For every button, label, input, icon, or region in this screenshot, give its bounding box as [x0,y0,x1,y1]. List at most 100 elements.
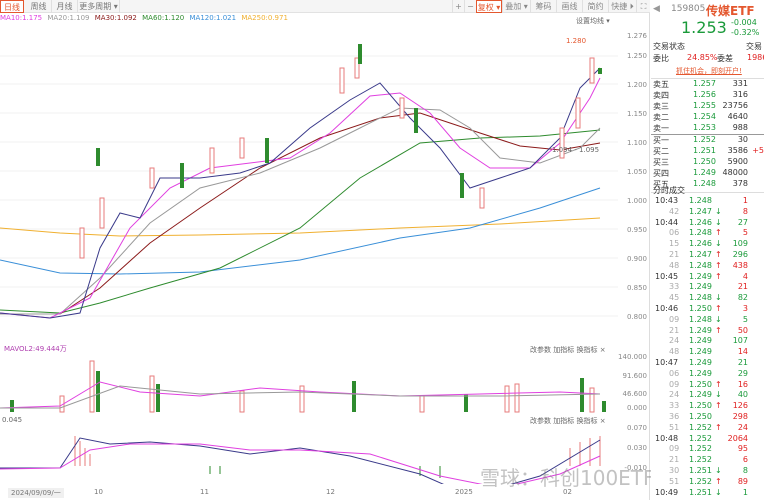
add-indicator-button[interactable]: 加指标 [553,417,575,425]
tick-row: 51 1.252 ↑ 24 [669,422,748,432]
draw-button[interactable]: 画线 [556,0,582,13]
price-axis: 1.276 1.250 1.200 1.150 1.100 1.050 1.00… [618,28,650,338]
chip-button[interactable]: 筹码 [530,0,556,13]
x-label: 11 [200,488,209,496]
wb-value: 24.85% [687,53,718,62]
y-tick: 1.276 [626,32,647,40]
set-ma-dropdown[interactable]: 设置均线 ▾ [576,17,610,25]
last-price: 1.253 [681,18,727,37]
stock-code: 159805 [671,4,706,14]
y-tick: 0.850 [626,284,647,292]
ask-row: 卖二 1.254 4640 [653,112,748,122]
tick-row: 10:45 1.249 ↑ 4 [655,271,748,281]
bid-row: 买一 1.252 30 [653,135,748,145]
edit-params-button[interactable]: 改参数 [530,417,551,425]
tick-row: 24 1.249 107 [669,336,748,346]
y-tick: 46.600 [622,390,648,398]
bid-row: 买二 1.251 3586 +5 [653,146,764,156]
x-label: 2025 [455,488,473,496]
tick-row: 21 1.247 ↑ 296 [669,250,748,259]
tick-row: 06 1.248 ↑ 5 [669,228,748,238]
tick-row: 48 1.248 ↑ 438 [669,260,748,270]
switch-indicator-button[interactable]: 换指标 [576,346,598,354]
tick-row: 24 1.249 ↓ 40 [669,390,748,400]
bid-row: 买三 1.250 5900 [653,157,748,167]
tab-daily[interactable]: 日线 [0,0,24,13]
tick-row: 21 1.249 ↑ 50 [669,325,748,335]
low-marker: 1.094 - 1.095 [552,146,599,154]
tick-row: 10:44 1.246 ↓ 27 [655,217,748,227]
bid-row: 买四 1.249 48000 [653,168,748,178]
ma30-label: MA30:1.092 [94,14,137,22]
tick-row: 10:49 1.251 ↓ 1 [655,487,748,497]
switch-indicator-button[interactable]: 换指标 [576,417,598,425]
tick-row: 10:43 1.248 1 [655,196,748,205]
ma60-label: MA60:1.120 [142,14,185,22]
volume-axis: 140.000 91.600 46.600 0.000 [618,350,650,412]
zoom-in-button[interactable]: + [452,0,464,13]
volume-chart [0,360,606,413]
macd-legend: 0.045 [2,416,23,424]
promo-link[interactable]: 抓住机会，即刻开户! [676,67,742,75]
status-label-2: 交易 [746,42,762,51]
add-indicator-button[interactable]: 加指标 [553,346,575,354]
wb-label: 委比 [653,54,669,63]
tick-row: 15 1.246 ↓ 109 [669,239,748,249]
back-icon[interactable]: ◀ [653,4,660,14]
shortcut-button[interactable]: 快捷 ⏵ [608,0,636,13]
tick-row: 10:48 1.252 2064 [655,433,748,443]
tick-row: 09 1.248 ↓ 5 [669,314,748,324]
tick-row: 09 1.252 95 [669,444,748,454]
y-tick: 91.600 [622,372,648,380]
tick-row: 10:46 1.250 ↑ 3 [655,304,748,313]
y-tick: 1.250 [626,52,647,60]
ma120-label: MA120:1.021 [189,14,237,22]
tick-row: 06 1.249 29 [669,368,748,378]
wc-label: 委差 [717,54,733,63]
tick-row: 51 1.252 ↑ 89 [669,476,748,486]
tick-row: 30 1.251 ↓ 8 [669,466,748,475]
overlay-button[interactable]: 叠加 ▾ [502,0,530,13]
y-tick: 0.070 [626,424,647,432]
ma-legend: MA10:1.175 MA20:1.109 MA30:1.092 MA60:1.… [0,14,291,25]
tick-row: 21 1.252 6 [669,455,748,465]
macd-chart [0,436,601,484]
tab-more-periods[interactable]: 更多周期 ▾ [78,0,120,13]
x-label-start: 2024/09/09/一 [8,488,64,498]
zoom-out-button[interactable]: − [464,0,476,13]
x-label: 10 [94,488,103,496]
macd-axis: 0.070 0.030 -0.010 [618,420,650,480]
tick-row: 33 1.250 ↑ 126 [669,401,748,411]
tab-weekly[interactable]: 周线 [26,0,52,13]
ask-row: 卖四 1.256 316 [653,90,748,100]
adjust-button[interactable]: 复权 ▾ [476,0,502,13]
tick-row: 45 1.248 ↓ 82 [669,293,748,303]
period-toolbar: 日线 周线 月线 更多周期 ▾ + − 复权 ▾ 叠加 ▾ 筹码 画线 简约 快… [0,0,650,13]
y-tick: 0.950 [626,226,647,234]
price-change-pct: -0.32% [731,28,760,37]
ma20-label: MA20:1.109 [47,14,90,22]
expand-icon[interactable]: ⛶ [636,0,650,13]
edit-params-button[interactable]: 改参数 [530,346,551,354]
tab-monthly[interactable]: 月线 [52,0,78,13]
y-tick: 140.000 [618,353,647,361]
high-marker: 1.280 [566,37,586,45]
ticks-title: 分时成交 [653,186,685,195]
y-tick: 1.000 [626,197,647,205]
candlestick-chart: 1.280 1.094 - 1.095 [0,37,618,319]
y-tick: 0.800 [626,313,647,321]
tick-row: 10:47 1.249 21 [655,358,748,367]
y-tick: 0.030 [626,444,647,452]
y-tick: -0.010 [624,464,647,472]
ma250-label: MA250:0.971 [241,14,288,22]
close-icon[interactable]: × [599,346,606,354]
y-tick: 1.150 [626,110,647,118]
tick-row: 36 1.250 298 [669,412,748,421]
bid-row: 买五 1.248 378 [653,179,748,189]
close-icon[interactable]: × [599,417,606,425]
tick-row: 09 1.250 ↑ 16 [669,379,748,389]
ma10-label: MA10:1.175 [0,14,43,22]
y-tick: 1.200 [626,81,647,89]
status-label: 交易状态 [653,42,685,51]
simplify-button[interactable]: 简约 [582,0,608,13]
